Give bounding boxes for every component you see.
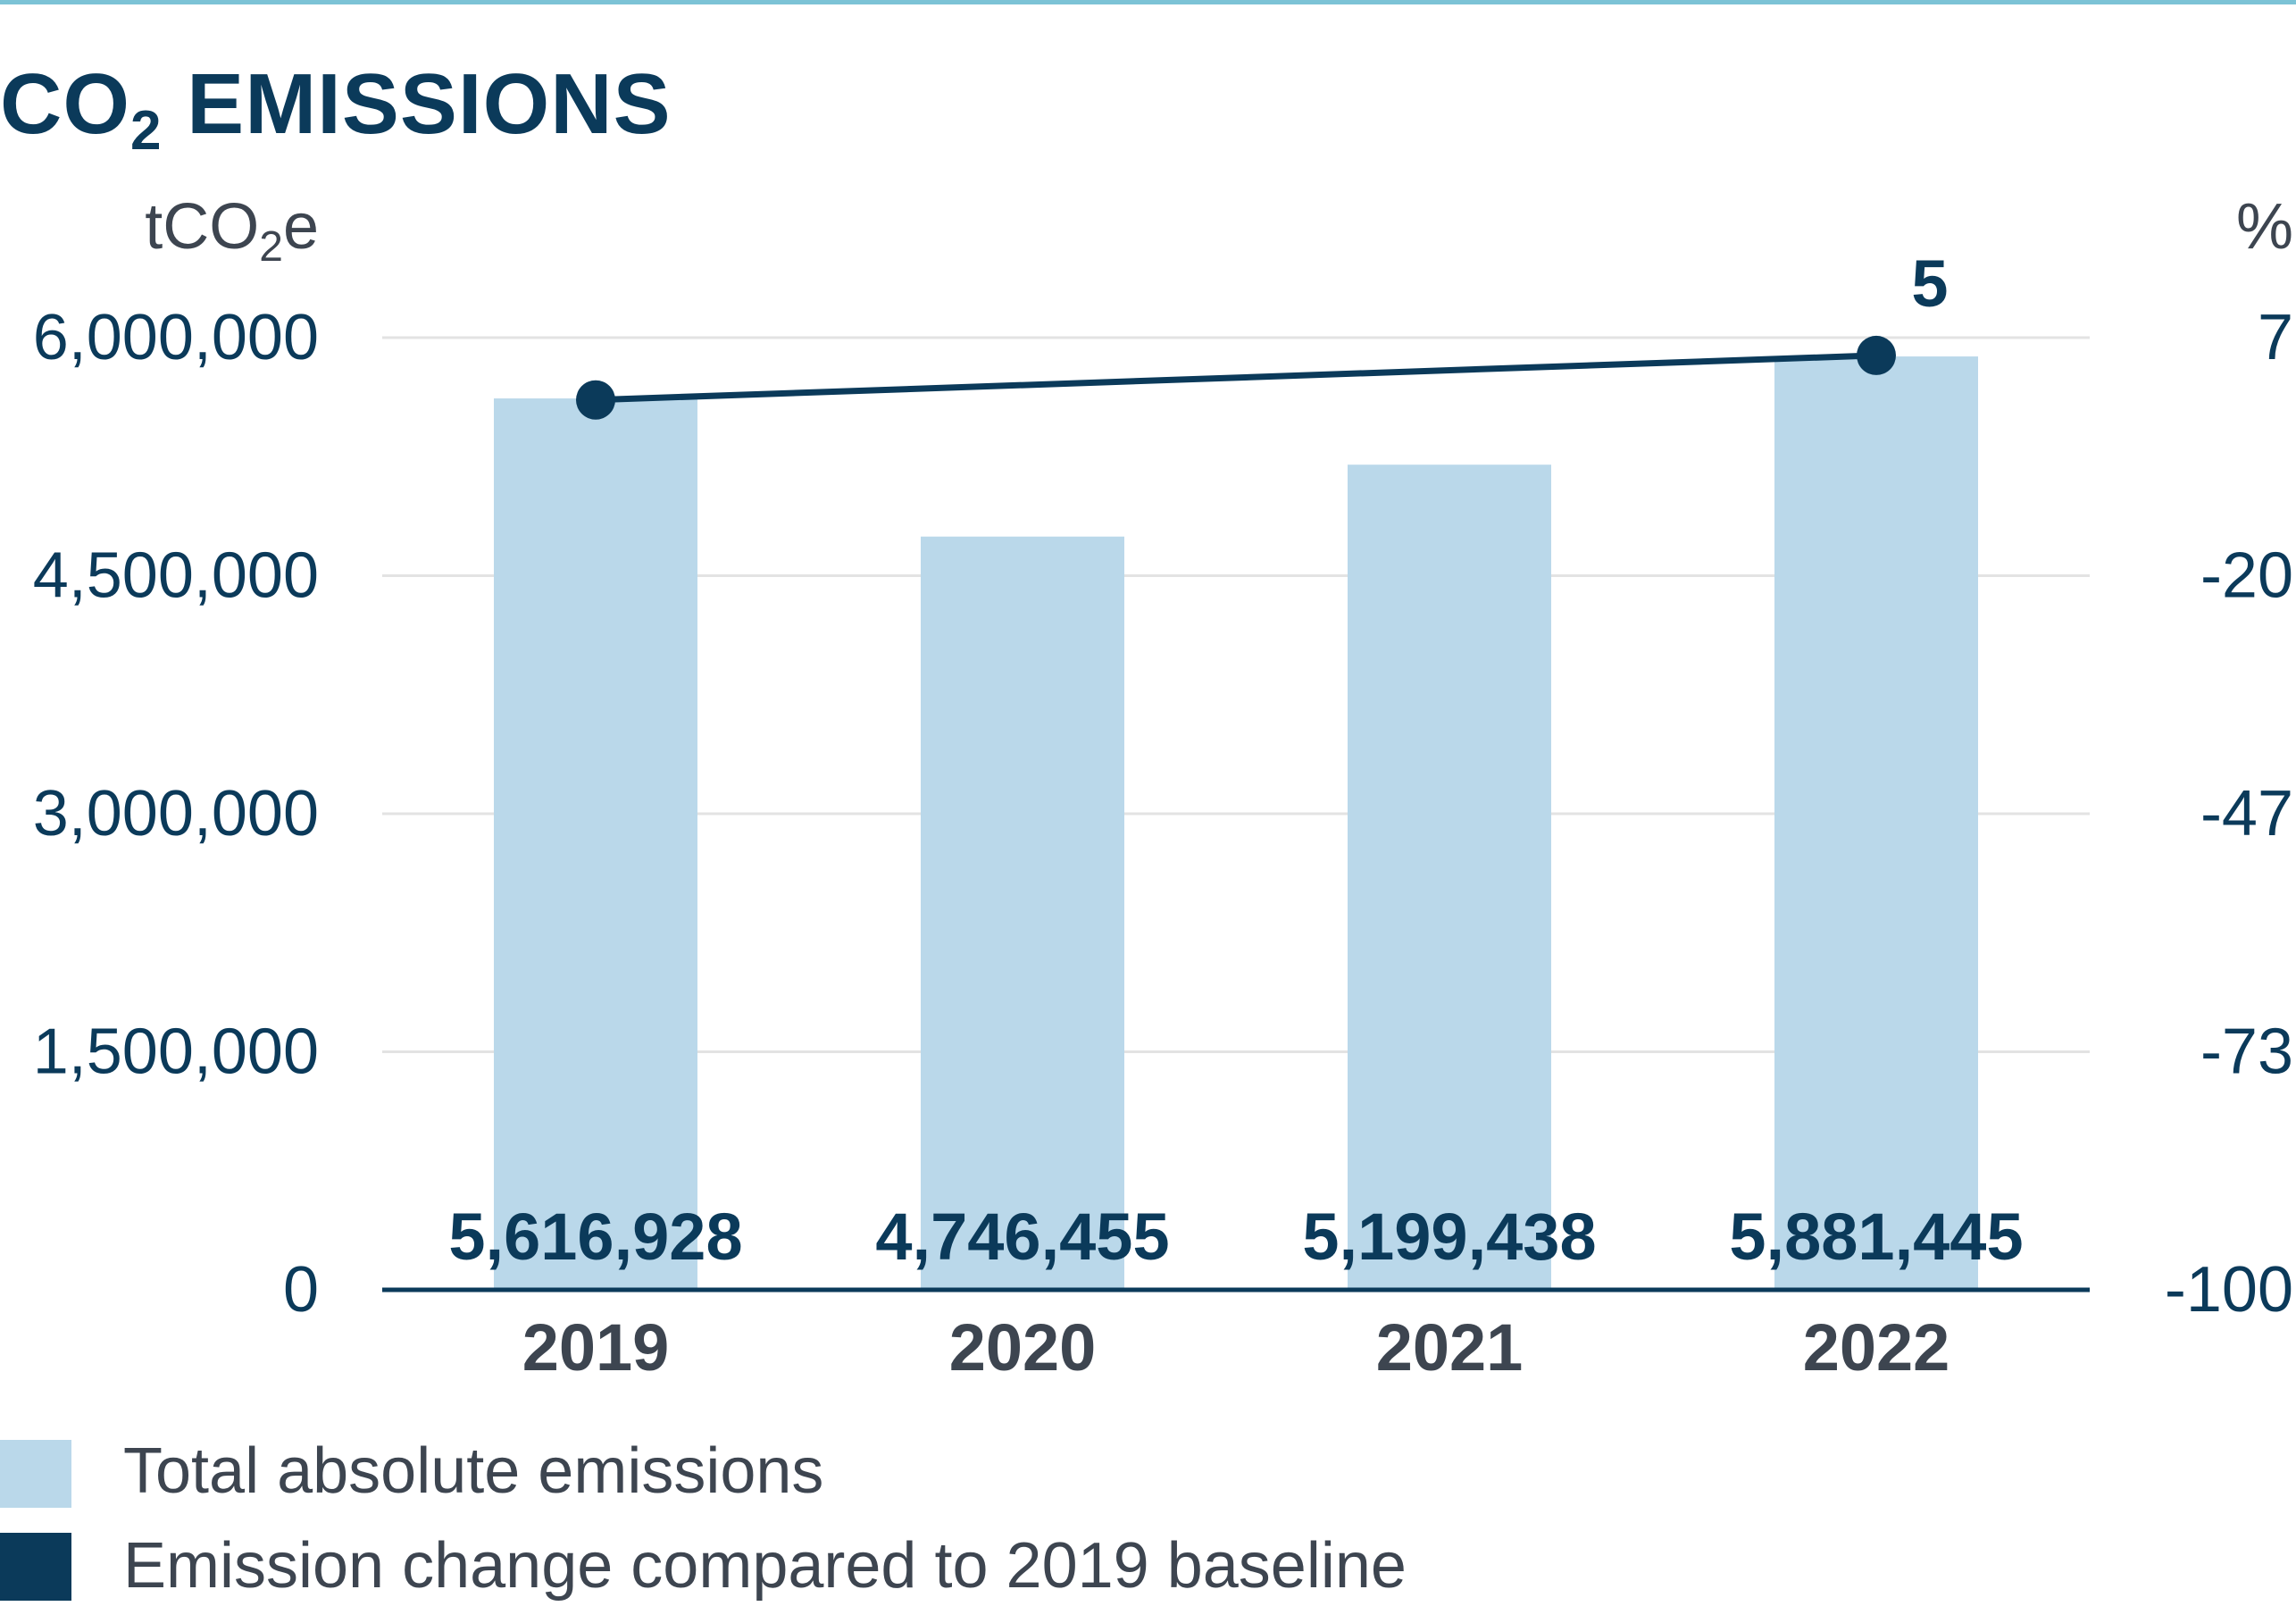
- chart-title-main: CO: [0, 56, 130, 152]
- line-value-label: 5: [1911, 247, 1948, 321]
- top-accent-rule: [0, 0, 2296, 4]
- legend-swatch-total-emissions: [0, 1440, 71, 1508]
- y-left-tick-label: 0: [283, 1254, 319, 1326]
- y-left-tick-label: 1,500,000: [33, 1016, 319, 1088]
- chart-title-rest: EMISSIONS: [162, 56, 672, 152]
- y-right-tick-label: -20: [2200, 540, 2293, 612]
- x-tick-label: 2019: [522, 1310, 670, 1385]
- line-point-2019: [576, 380, 615, 420]
- emission-change-line: [595, 352, 1877, 404]
- x-tick-label: 2022: [1803, 1310, 1950, 1385]
- bar-2021: [1348, 464, 1551, 1290]
- bar-value-label: 5,616,928: [448, 1200, 742, 1274]
- bar-value-label: 4,746,455: [875, 1200, 1169, 1274]
- legend-label-emission-change: Emission change compared to 2019 baselin…: [123, 1530, 1407, 1602]
- y-right-tick-label: -100: [2165, 1254, 2293, 1326]
- legend-label-total-emissions: Total absolute emissions: [123, 1435, 824, 1507]
- legend-swatch-emission-change: [0, 1533, 71, 1601]
- x-tick-label: 2020: [949, 1310, 1097, 1385]
- bar-2020: [921, 536, 1124, 1290]
- y-right-unit-label: %: [2236, 191, 2293, 263]
- chart-title-subscript: 2: [130, 100, 163, 162]
- y-left-unit-label: tCO2e: [145, 191, 319, 271]
- y-left-tick-label: 6,000,000: [33, 302, 319, 373]
- bar-2022: [1774, 356, 1978, 1291]
- y-right-tick-label: -47: [2200, 778, 2293, 849]
- y-left-tick-label: 4,500,000: [33, 540, 319, 612]
- bar-value-label: 5,199,438: [1302, 1200, 1596, 1274]
- chart-title: CO2 EMISSIONS: [0, 55, 672, 163]
- y-right-tick-label: -73: [2200, 1016, 2293, 1088]
- bar-2019: [494, 398, 697, 1291]
- line-point-2022: [1857, 335, 1896, 375]
- y-right-tick-label: 7: [2258, 302, 2293, 373]
- y-left-tick-label: 3,000,000: [33, 778, 319, 849]
- x-tick-label: 2021: [1376, 1310, 1524, 1385]
- bar-value-label: 5,881,445: [1729, 1200, 2023, 1274]
